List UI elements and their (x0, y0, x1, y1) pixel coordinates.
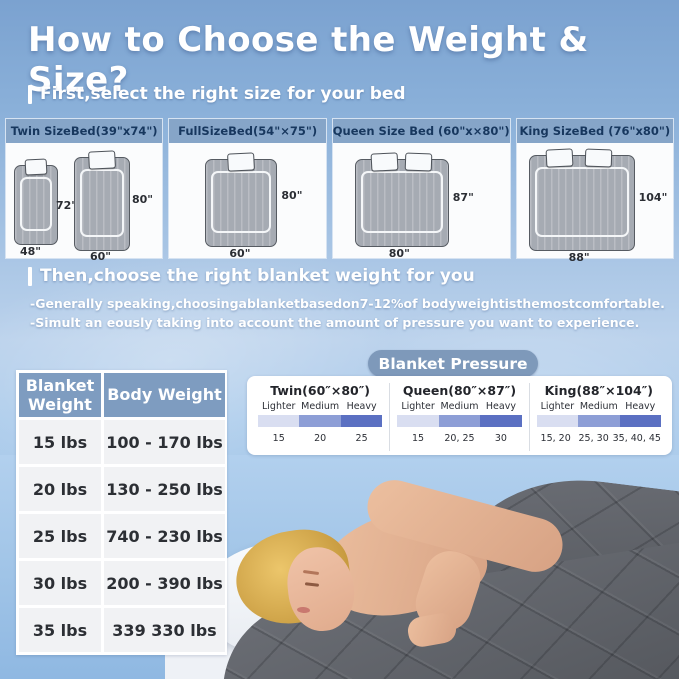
bed-height-label: 80" (132, 193, 154, 206)
pressure-group-twin: Twin(60″×80″) Lighter Medium Heavy 15 20… (251, 383, 389, 451)
bar-segment-light (536, 415, 579, 427)
weight-table-header-body: Body Weight (104, 373, 225, 417)
pressure-gradient-bar (258, 415, 383, 427)
level-label: Heavy (485, 401, 516, 412)
heading-bar (28, 266, 32, 286)
bed-size-cards: Twin SizeBed(39"x74") 72" 48" 80" 60" Fu… (5, 118, 675, 264)
bed-width-label: 80" (388, 247, 410, 260)
card-twin: Twin SizeBed(39"x74") 72" 48" 80" 60" (5, 118, 164, 263)
level-label: Medium (301, 401, 340, 412)
bed-height-label: 72" (56, 199, 78, 212)
bed-height-label: 104" (638, 191, 668, 204)
level-label: Lighter (540, 401, 575, 412)
step1-heading: First,select the right size for your bed (28, 84, 406, 104)
bed-width-label: 88" (568, 251, 590, 264)
bar-segment-heavy (480, 415, 522, 427)
note-line-1: -Generally speaking,choosingablanketbase… (30, 296, 665, 311)
pressure-value: 35, 40, 45 (612, 433, 661, 444)
heading-bar (28, 84, 32, 104)
card-queen-body: 87" 80" (333, 143, 510, 260)
bed-illustration (74, 150, 130, 251)
bar-segment-medium (438, 415, 481, 427)
card-queen-title: Queen Size Bed (60"x×80") (332, 119, 510, 143)
card-twin-body: 72" 48" 80" 60" (6, 143, 162, 263)
bed-height-label: 87" (452, 191, 474, 204)
bed-illustration (528, 148, 635, 251)
pressure-value: 20, 25 (444, 433, 475, 444)
step1-heading-text: First,select the right size for your bed (40, 84, 406, 104)
pressure-group-queen: Queen(80″×87″) Lighter Medium Heavy 15 2… (389, 383, 528, 451)
bed-illustration (205, 152, 278, 247)
table-cell: 15 lbs (19, 420, 101, 464)
level-label: Heavy (625, 401, 656, 412)
pressure-gradient-bar (536, 415, 661, 427)
card-king: King SizeBed (76"x80") 104" 88" (515, 118, 675, 264)
pillow-icon (227, 152, 256, 172)
table-cell: 130 - 250 lbs (104, 467, 225, 511)
card-queen: Queen Size Bed (60"x×80") 87" 80" (331, 118, 511, 260)
level-label: Lighter (401, 401, 435, 412)
table-cell: 339 330 lbs (104, 608, 225, 652)
bed-illustration (354, 152, 449, 247)
pressure-size-label: King(88″×104″) (544, 383, 653, 398)
bar-segment-heavy (340, 415, 383, 427)
pillow-icon (24, 158, 48, 176)
table-cell: 740 - 230 lbs (104, 514, 225, 558)
note-line-2: -Simult an eously taking into account th… (30, 315, 640, 331)
card-king-body: 104" 88" (517, 143, 673, 264)
weight-table-header-blanket: Blanket Weight (19, 373, 101, 417)
card-full-title: FullSizeBed(54"×75") (169, 119, 326, 143)
pressure-value: 15, 20 (540, 433, 571, 444)
table-cell: 100 - 170 lbs (104, 420, 225, 464)
bar-segment-light (397, 415, 439, 427)
level-label: Medium (440, 401, 479, 412)
bed-width-label: 48" (20, 245, 42, 258)
pressure-value: 20 (314, 433, 327, 444)
weight-notes: -Generally speaking,choosingablanketbase… (30, 294, 665, 333)
pillow-icon (370, 152, 398, 172)
card-full: FullSizeBed(54"×75") 80" 60" (168, 118, 327, 260)
pillow-icon (404, 152, 432, 172)
bed-illustration (14, 158, 58, 245)
main-title: How to Choose the Weight & Size? (28, 20, 589, 100)
table-cell: 20 lbs (19, 467, 101, 511)
pressure-size-label: Twin(60″×80″) (270, 383, 371, 398)
pressure-gradient-bar (397, 415, 522, 427)
level-label: Medium (579, 401, 618, 412)
pressure-size-label: Queen(80″×87″) (402, 383, 517, 398)
blanket-pressure-badge: Blanket Pressure (368, 350, 538, 377)
bar-segment-heavy (619, 415, 661, 427)
bar-segment-light (258, 415, 300, 427)
card-full-body: 80" 60" (169, 143, 325, 260)
pillow-icon (88, 150, 116, 170)
pressure-value: 15 (412, 433, 425, 444)
card-king-title: King SizeBed (76"x80") (516, 119, 674, 143)
table-cell: 30 lbs (19, 561, 101, 605)
table-cell: 35 lbs (19, 608, 101, 652)
pressure-group-king: King(88″×104″) Lighter Medium Heavy 15, … (528, 383, 668, 451)
level-label: Lighter (261, 401, 296, 412)
pillow-icon (584, 148, 613, 168)
table-cell: 200 - 390 lbs (104, 561, 225, 605)
pressure-table: Twin(60″×80″) Lighter Medium Heavy 15 20… (247, 376, 672, 455)
card-twin-title: Twin SizeBed(39"x74") (6, 119, 163, 143)
bar-segment-medium (578, 415, 620, 427)
bed-width-label: 60" (229, 247, 251, 260)
pressure-value: 25, 30 (578, 433, 609, 444)
pillow-icon (545, 148, 574, 168)
level-label: Heavy (346, 401, 377, 412)
bar-segment-medium (299, 415, 341, 427)
pressure-value: 15 (272, 433, 285, 444)
bed-width-label: 60" (90, 250, 112, 263)
step2-heading-text: Then,choose the right blanket weight for… (40, 266, 475, 286)
table-cell: 25 lbs (19, 514, 101, 558)
pressure-value: 30 (494, 433, 507, 444)
pressure-value: 25 (355, 433, 368, 444)
step2-heading: Then,choose the right blanket weight for… (28, 266, 475, 286)
bed-height-label: 80" (281, 189, 303, 202)
weight-table: Blanket Weight Body Weight 15 lbs 100 - … (16, 370, 227, 655)
